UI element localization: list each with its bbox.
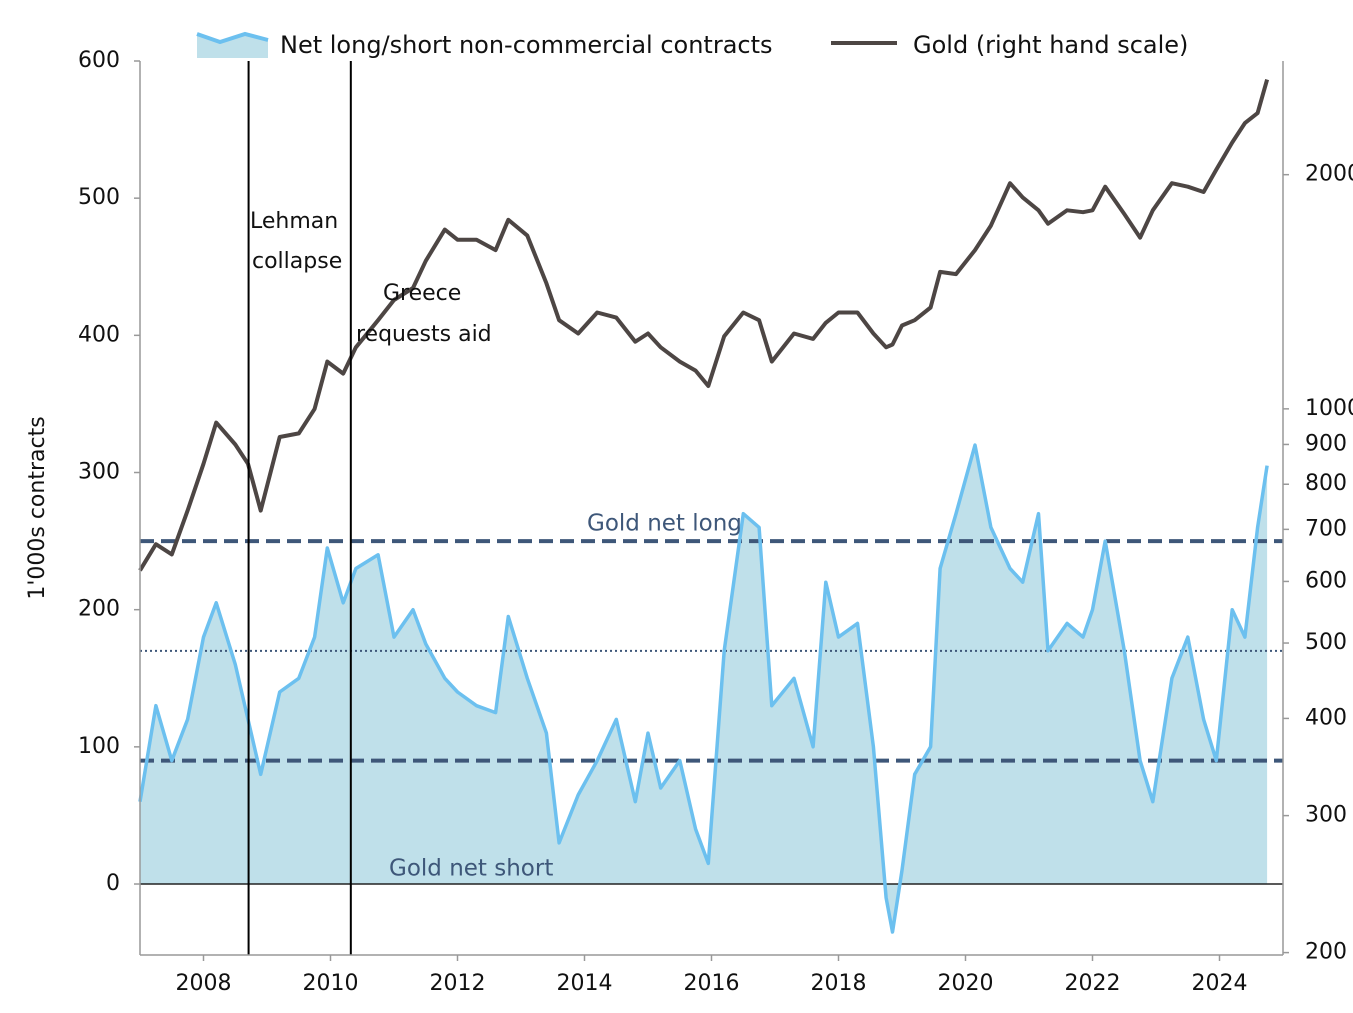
y2-tick-label: 600 [1305,568,1347,593]
legend-swatch-area [197,34,268,58]
y2-tick-label: 500 [1305,630,1347,655]
y2-tick-label: 300 [1305,803,1347,828]
x-tick-label: 2016 [684,971,740,996]
x-tick-label: 2024 [1192,971,1248,996]
y2-tick-label: 800 [1305,471,1347,496]
series-line [138,443,1269,934]
y-tick-label: 200 [78,597,120,622]
y2-tick-label: 900 [1305,431,1347,456]
event-label: Greece [383,281,461,306]
x-tick-label: 2018 [811,971,867,996]
annotation: Gold net long [587,511,742,537]
y2-tick-label: 200 [1305,940,1347,965]
y-tick-label: 400 [78,322,120,347]
y-tick-label: 100 [78,734,120,759]
y2-tick-label: 2000 [1305,162,1353,187]
y-tick-label: 0 [106,871,120,896]
y2-tick-label: 700 [1305,516,1347,541]
x-tick-label: 2010 [303,971,359,996]
event-label: collapse [252,249,342,274]
event-label: Lehman [250,209,338,234]
x-tick-label: 2014 [557,971,613,996]
y-tick-label: 500 [78,185,120,210]
x-tick-label: 2022 [1065,971,1121,996]
legend-label: Gold (right hand scale) [913,31,1188,59]
x-tick-label: 2008 [176,971,232,996]
y2-tick-label: 400 [1305,705,1347,730]
annotation: Gold net short [389,856,553,882]
y-tick-label: 300 [78,460,120,485]
y-axis-label: 1'000s contracts [25,416,50,599]
series-line [138,79,1270,572]
legend-label: Net long/short non-commercial contracts [280,31,773,59]
x-tick-label: 2020 [938,971,994,996]
area [140,445,1268,932]
legend-swatch-line [196,31,269,45]
x-tick-label: 2012 [430,971,486,996]
y2-tick-label: 1000 [1305,396,1353,421]
y-tick-label: 600 [78,48,120,73]
event-label: requests aid [356,322,492,347]
